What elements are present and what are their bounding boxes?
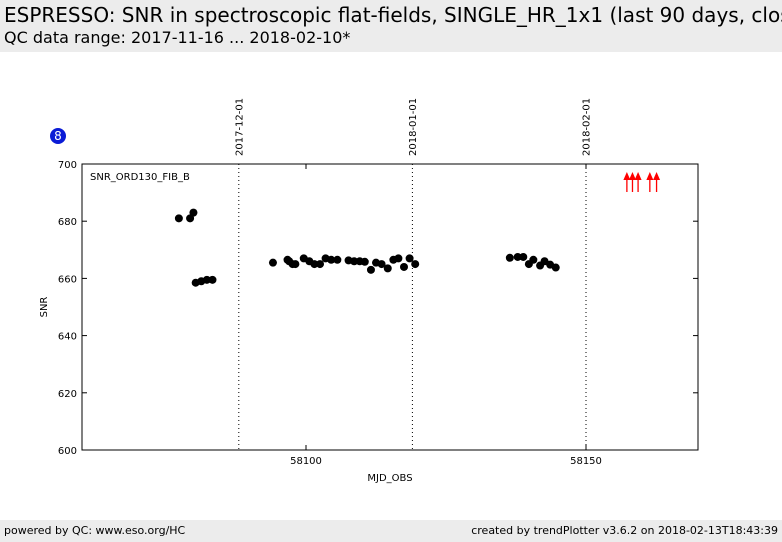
data-point: [189, 208, 198, 217]
data-point: [411, 260, 420, 269]
data-point: [505, 253, 514, 262]
data-point: [529, 255, 538, 264]
out-of-range-arrow: [646, 172, 654, 192]
date-marker-label: 2018-01-01: [408, 98, 419, 156]
data-point: [551, 263, 560, 272]
info-badge[interactable]: 8: [50, 128, 66, 144]
data-point: [316, 260, 324, 269]
data-point: [377, 260, 386, 269]
footer-created-by: created by trendPlotter v3.6.2 on 2018-0…: [471, 524, 778, 537]
data-point: [394, 254, 403, 263]
data-point: [202, 275, 211, 284]
data-point: [291, 260, 300, 269]
data-point: [405, 254, 414, 263]
data-point: [310, 260, 319, 269]
data-point: [519, 252, 528, 261]
data-points: [174, 208, 560, 287]
data-point: [333, 255, 342, 264]
y-tick-label: 680: [58, 217, 77, 228]
y-axis-label: SNR: [39, 297, 50, 318]
out-of-range-arrows: [623, 172, 661, 192]
axis-ticks: 600 620 640 660 680 700 58100 58150: [58, 160, 698, 467]
data-point: [366, 265, 375, 274]
footer: powered by QC: www.eso.org/HC created by…: [0, 520, 782, 542]
date-marker-label: 2017-12-01: [234, 98, 245, 156]
out-of-range-arrow: [628, 172, 636, 192]
plot-annotation: SNR_ORD130_FIB_B: [90, 172, 190, 183]
y-tick-label: 700: [58, 160, 77, 171]
footer-powered-by: powered by QC: www.eso.org/HC: [4, 524, 186, 537]
date-marker-label: 2018-02-01: [582, 98, 593, 156]
out-of-range-arrow: [634, 172, 642, 192]
date-markers: 2017-12-01 2018-01-01 2018-02-01: [234, 98, 593, 450]
plot-frame: [81, 163, 699, 451]
data-point: [383, 264, 392, 273]
x-axis-label: MJD_OBS: [367, 473, 412, 484]
y-tick-label: 660: [58, 274, 77, 285]
data-point: [350, 257, 359, 266]
data-point: [513, 252, 522, 261]
data-point: [208, 275, 217, 284]
page-title: ESPRESSO: SNR in spectroscopic flat-fiel…: [4, 3, 782, 27]
data-point: [400, 262, 408, 271]
x-tick-label: 58100: [290, 456, 322, 467]
header: ESPRESSO: SNR in spectroscopic flat-fiel…: [0, 0, 782, 52]
page-subtitle: QC data range: 2017-11-16 ... 2018-02-10…: [4, 28, 351, 47]
data-point: [360, 257, 369, 266]
data-point: [268, 258, 277, 267]
chart: 2017-12-01 2018-01-01 2018-02-01 600 620 640…: [39, 98, 699, 484]
x-tick-label: 58150: [570, 456, 602, 467]
out-of-range-arrow: [623, 172, 631, 192]
out-of-range-arrow: [653, 172, 661, 192]
data-point: [174, 214, 183, 223]
y-tick-label: 640: [58, 332, 77, 343]
y-tick-label: 600: [58, 446, 77, 457]
y-tick-label: 620: [58, 389, 77, 400]
data-point: [327, 255, 336, 264]
